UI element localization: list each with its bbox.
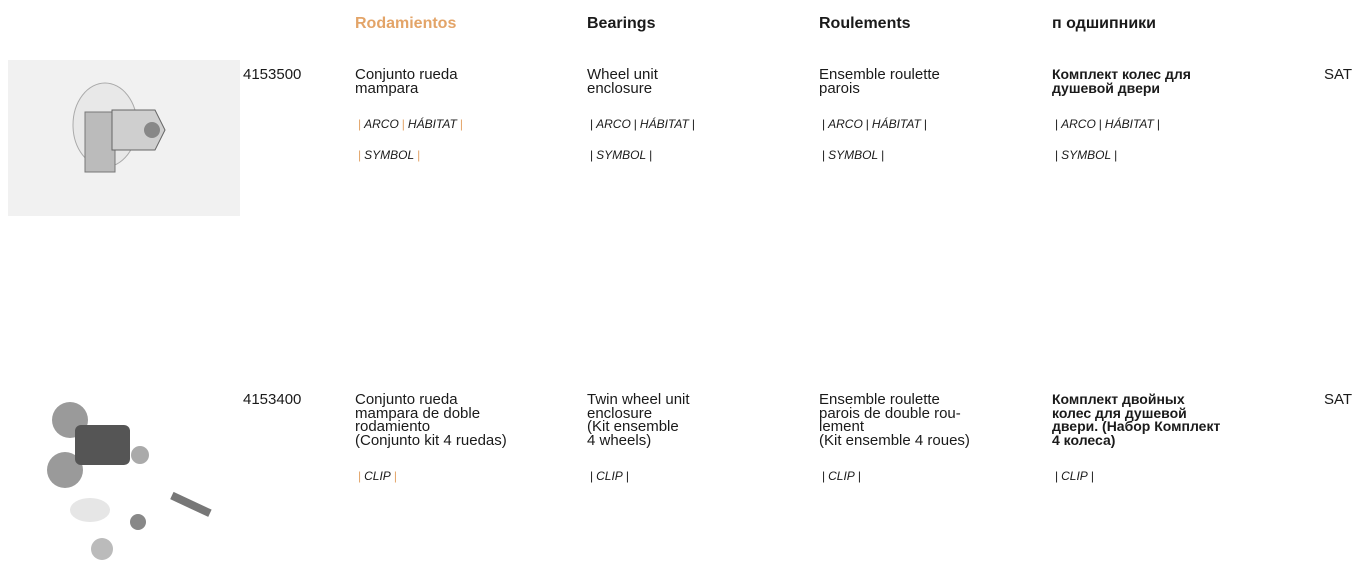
product-code: 4153500 (243, 66, 302, 83)
product-code: 4153400 (243, 391, 302, 408)
description-line: mampara (355, 79, 419, 97)
tag: ARCO (364, 117, 399, 131)
description-line: 4 wheels) (587, 431, 652, 449)
tag: CLIP (596, 469, 623, 483)
product-images (8, 60, 240, 560)
tag: HÁBITAT (407, 117, 457, 131)
description-line: (Kit ensemble (587, 418, 679, 435)
tag: ARCO (1061, 117, 1096, 131)
tag: ARCO (596, 117, 631, 131)
tag: HÁBITAT (1104, 117, 1154, 131)
tag-line: | CLIP | (1055, 469, 1094, 483)
twin-wheel-image (47, 402, 212, 560)
description-line: Ensemble roulette (819, 391, 940, 408)
description-line: колес для душевой (1052, 404, 1187, 421)
tag-line: | ARCO | HÁBITAT | (358, 117, 463, 131)
tag: CLIP (828, 469, 855, 483)
tag-line: | ARCO | HÁBITAT | (1055, 117, 1160, 131)
description-line: Комплект колес для (1052, 66, 1191, 82)
tag: SYMBOL (828, 148, 879, 162)
description-line: rodamiento (355, 418, 431, 435)
tag-line: | CLIP | (822, 469, 861, 483)
wheel-unit-image (8, 60, 240, 216)
description-line: Wheel unit (587, 66, 658, 83)
sat-label: SAT (1324, 391, 1353, 408)
description-line: Ensemble roulette (819, 66, 940, 83)
tag-line: | CLIP | (358, 469, 397, 483)
tag: CLIP (364, 469, 391, 483)
tag: SYMBOL (1061, 148, 1112, 162)
tag: CLIP (1061, 469, 1088, 483)
tag-line: | SYMBOL | (590, 148, 653, 162)
description-line: parois de double rou- (819, 404, 961, 422)
tag: SYMBOL (596, 148, 647, 162)
tag-line: | SYMBOL | (822, 148, 885, 162)
description-line: Conjunto rueda (355, 391, 458, 408)
column-header: п одшипники (1052, 15, 1157, 32)
description-line: (Conjunto kit 4 ruedas) (355, 431, 507, 449)
tag: ARCO (828, 117, 863, 131)
tag: HÁBITAT (639, 117, 689, 131)
description-line: mampara de doble (355, 404, 481, 422)
tag-line: | ARCO | HÁBITAT | (590, 117, 695, 131)
description-line: Комплект двойных (1052, 391, 1185, 407)
description-line: двери. (Набор Комплект (1052, 418, 1221, 434)
description-line: enclosure (587, 404, 653, 422)
column-header: Bearings (587, 15, 656, 32)
tag: HÁBITAT (871, 117, 921, 131)
column-header: Rodamientos (355, 15, 457, 32)
tag-line: | SYMBOL | (1055, 148, 1118, 162)
description-line: parois (819, 79, 860, 97)
tag-line: | CLIP | (590, 469, 629, 483)
description-line: lement (819, 418, 865, 435)
description-line: Twin wheel unit (587, 391, 690, 408)
column-header: Roulements (819, 15, 911, 32)
tag: SYMBOL (364, 148, 415, 162)
description-line: enclosure (587, 79, 653, 97)
sat-label: SAT (1324, 66, 1353, 83)
tag-line: | ARCO | HÁBITAT | (822, 117, 927, 131)
description-line: (Kit ensemble 4 roues) (819, 431, 970, 449)
tag-line: | SYMBOL | (358, 148, 421, 162)
description-line: душевой двери (1052, 79, 1161, 96)
description-line: Conjunto rueda (355, 66, 458, 83)
description-line: 4 колеса) (1052, 431, 1116, 448)
